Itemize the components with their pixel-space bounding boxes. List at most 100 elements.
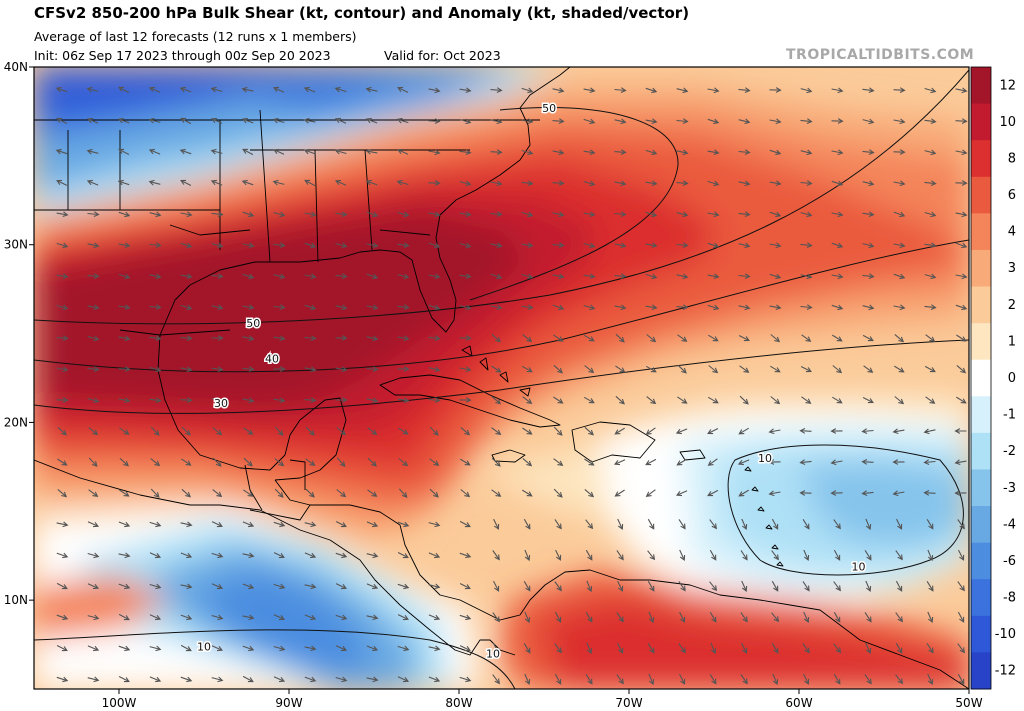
wind-vector <box>459 366 472 373</box>
wind-vector <box>707 304 720 311</box>
colorbar-label: -8 <box>1003 591 1016 606</box>
wind-vector <box>273 242 286 249</box>
wind-vector <box>768 490 781 497</box>
wind-vector <box>585 612 593 623</box>
wind-vector <box>676 211 689 218</box>
wind-vector <box>645 180 658 187</box>
wind-vector <box>396 148 409 155</box>
wind-vector <box>242 211 255 218</box>
colorbar-swatch <box>971 286 991 324</box>
wind-vector <box>211 211 224 218</box>
wind-vector <box>676 242 689 249</box>
wind-vector <box>554 519 562 530</box>
wind-vector <box>645 87 658 94</box>
wind-vector <box>738 427 749 435</box>
wind-vector <box>927 549 934 562</box>
lat-label: 10N <box>4 593 28 607</box>
wind-vector <box>397 552 409 559</box>
shear-contours <box>34 69 969 689</box>
wind-vector <box>148 86 161 93</box>
wind-vector <box>335 676 348 683</box>
wind-vector <box>148 117 161 124</box>
wind-vector <box>708 365 719 374</box>
wind-vector <box>645 489 656 497</box>
wind-vector <box>491 365 502 373</box>
contour-label: 10 <box>852 560 866 573</box>
wind-vector <box>707 428 719 435</box>
wind-vector <box>555 549 562 561</box>
wind-vector <box>926 643 934 654</box>
wind-vector <box>428 335 441 342</box>
wind-vector <box>397 583 410 590</box>
wind-vector <box>304 583 317 590</box>
wind-vector <box>614 87 627 94</box>
wind-vector <box>149 242 162 249</box>
wind-vector <box>180 304 193 311</box>
wind-vector <box>831 242 844 249</box>
wind-vector <box>924 304 937 311</box>
wind-vector <box>304 273 317 280</box>
wind-vector <box>212 457 222 467</box>
colorbar-swatch <box>971 432 991 470</box>
wind-vector <box>179 148 192 155</box>
wind-vector <box>554 581 562 592</box>
wind-vector <box>893 242 906 249</box>
wind-vector <box>864 550 872 561</box>
wind-vector <box>862 211 875 218</box>
wind-vector <box>459 397 472 403</box>
wind-vector <box>831 118 844 124</box>
wind-vector <box>772 673 779 686</box>
wind-vector <box>799 459 812 466</box>
wind-vector <box>428 87 441 94</box>
wind-vector <box>86 117 99 124</box>
wind-vector <box>553 334 564 342</box>
wind-vector <box>521 149 534 156</box>
wind-vector <box>614 489 625 497</box>
wind-vector <box>86 86 99 93</box>
wind-vector <box>801 396 812 404</box>
wind-vector <box>303 117 316 124</box>
wind-vector <box>304 211 317 218</box>
wind-vector <box>366 583 379 590</box>
wind-vector <box>865 580 872 593</box>
wind-vector <box>679 611 686 623</box>
wind-vector <box>552 118 565 125</box>
wind-vector <box>180 242 193 249</box>
wind-vector <box>645 273 658 280</box>
wind-vector <box>862 87 875 94</box>
wind-vector <box>428 304 441 311</box>
wind-vector <box>894 396 905 405</box>
colorbar-label: 4 <box>1008 225 1016 240</box>
colorbar-label: 1 <box>1008 334 1016 349</box>
wind-vector <box>211 614 224 621</box>
wind-vector <box>491 427 502 435</box>
wind-vector <box>678 519 686 530</box>
wind-vector <box>522 489 533 497</box>
wind-vector <box>707 273 720 280</box>
wind-vector <box>739 395 749 405</box>
wind-vector <box>894 365 905 373</box>
wind-vector <box>957 611 965 623</box>
wind-vector <box>490 87 503 94</box>
wind-vector <box>303 148 316 155</box>
wind-vector <box>459 335 472 341</box>
wind-vector <box>180 366 193 373</box>
wind-vector <box>181 488 191 498</box>
wind-vector <box>707 211 720 218</box>
wind-vector <box>274 458 285 467</box>
wind-vector <box>304 335 317 342</box>
wind-vector <box>305 426 315 436</box>
wind-vector <box>954 459 967 466</box>
wind-vector <box>707 242 720 249</box>
wind-vector <box>211 645 224 652</box>
wind-vector <box>56 614 69 621</box>
wind-vector <box>926 581 934 592</box>
wind-vector <box>738 149 751 156</box>
wind-vector <box>149 335 162 342</box>
wind-vector <box>955 304 968 311</box>
wind-vector <box>366 552 379 559</box>
colorbar-label: 0 <box>1008 371 1016 386</box>
wind-vector <box>428 118 441 124</box>
wind-vector <box>180 552 193 559</box>
wind-vector <box>148 148 161 155</box>
